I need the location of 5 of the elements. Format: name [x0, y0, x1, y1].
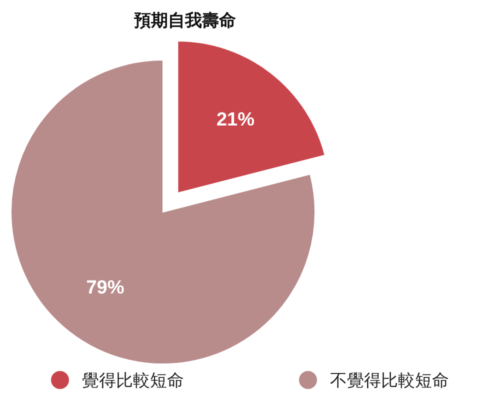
chart-title: 預期自我壽命: [133, 11, 236, 30]
legend-label: 覺得比較短命: [82, 371, 184, 390]
data-label: 21%: [216, 110, 255, 131]
legend-label: 不覺得比較短命: [330, 371, 449, 390]
data-label: 79%: [86, 277, 124, 298]
